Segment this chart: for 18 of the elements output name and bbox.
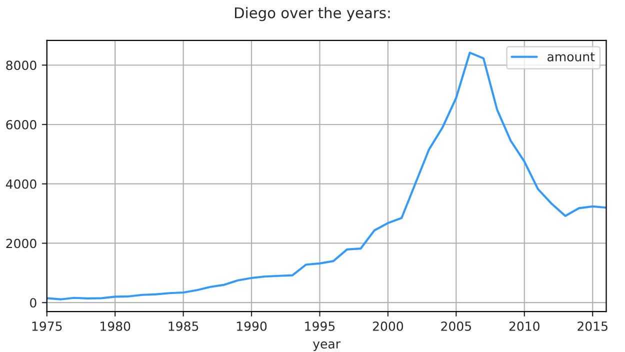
legend-label: amount bbox=[548, 52, 595, 62]
y-tick-label: 0 bbox=[30, 298, 36, 308]
x-tick-label: 1980 bbox=[100, 321, 130, 331]
x-tick-label: 1995 bbox=[305, 321, 335, 331]
x-axis-title: year bbox=[312, 341, 341, 351]
x-tick-label: 2010 bbox=[509, 321, 540, 331]
y-tick-label: 4000 bbox=[6, 179, 36, 189]
y-tick-label: 2000 bbox=[6, 238, 36, 248]
x-tick-label: 2000 bbox=[372, 321, 404, 331]
y-tick-label: 8000 bbox=[6, 60, 36, 70]
x-tick-label: 2015 bbox=[578, 321, 608, 331]
chart-title: Diego over the years: bbox=[235, 7, 390, 22]
x-tick-label: 2005 bbox=[441, 321, 471, 331]
x-tick-label: 1990 bbox=[236, 321, 267, 331]
x-tick-label: 1975 bbox=[32, 321, 62, 331]
y-tick-label: 6000 bbox=[6, 120, 36, 130]
line-series bbox=[46, 52, 606, 300]
x-tick-label: 1985 bbox=[168, 321, 198, 331]
